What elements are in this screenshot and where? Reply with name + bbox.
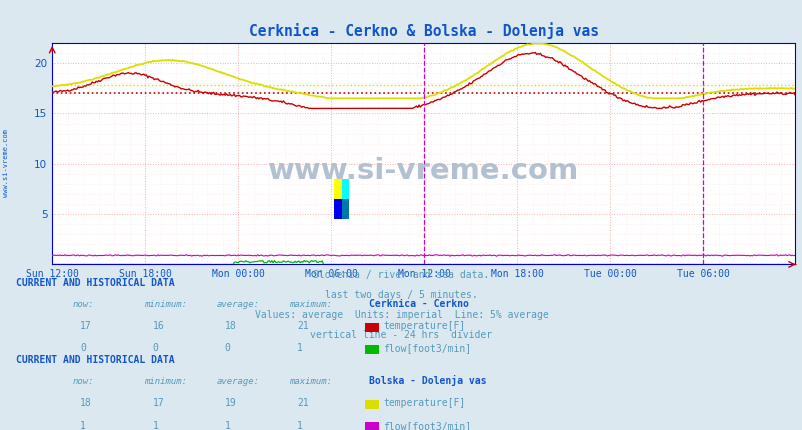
Text: 1: 1 bbox=[152, 421, 158, 430]
Text: maximum:: maximum: bbox=[289, 377, 332, 386]
Title: Cerknica - Cerkno & Bolska - Dolenja vas: Cerknica - Cerkno & Bolska - Dolenja vas bbox=[249, 22, 597, 39]
Text: 1: 1 bbox=[80, 421, 86, 430]
Text: CURRENT AND HISTORICAL DATA: CURRENT AND HISTORICAL DATA bbox=[16, 278, 175, 288]
Text: 1: 1 bbox=[297, 421, 302, 430]
Text: maximum:: maximum: bbox=[289, 300, 332, 309]
Text: minimum:: minimum: bbox=[144, 300, 188, 309]
Text: Values: average  Units: imperial  Line: 5% average: Values: average Units: imperial Line: 5%… bbox=[254, 310, 548, 320]
Text: 0: 0 bbox=[225, 343, 230, 353]
Bar bbox=[334, 179, 342, 199]
Text: now:: now: bbox=[72, 377, 94, 386]
Text: 21: 21 bbox=[297, 398, 309, 408]
Text: 18: 18 bbox=[80, 398, 92, 408]
Text: average:: average: bbox=[217, 377, 260, 386]
Text: vertical line - 24 hrs  divider: vertical line - 24 hrs divider bbox=[310, 330, 492, 340]
Text: 1: 1 bbox=[297, 343, 302, 353]
Text: temperature[F]: temperature[F] bbox=[383, 398, 464, 408]
Text: last two days / 5 minutes.: last two days / 5 minutes. bbox=[325, 290, 477, 300]
Text: 16: 16 bbox=[152, 321, 164, 331]
Text: www.si-vreme.com: www.si-vreme.com bbox=[3, 129, 10, 197]
Text: Slovenia / river and sea data.: Slovenia / river and sea data. bbox=[313, 270, 489, 280]
Text: temperature[F]: temperature[F] bbox=[383, 321, 464, 331]
Text: 18: 18 bbox=[225, 321, 237, 331]
Text: flow[foot3/min]: flow[foot3/min] bbox=[383, 343, 471, 353]
Text: 21: 21 bbox=[297, 321, 309, 331]
Bar bbox=[334, 199, 342, 219]
Text: 0: 0 bbox=[80, 343, 86, 353]
Text: www.si-vreme.com: www.si-vreme.com bbox=[268, 157, 578, 185]
Text: 1: 1 bbox=[225, 421, 230, 430]
Text: minimum:: minimum: bbox=[144, 377, 188, 386]
Text: Bolska - Dolenja vas: Bolska - Dolenja vas bbox=[369, 375, 486, 386]
Text: CURRENT AND HISTORICAL DATA: CURRENT AND HISTORICAL DATA bbox=[16, 355, 175, 366]
Text: 17: 17 bbox=[152, 398, 164, 408]
Text: 17: 17 bbox=[80, 321, 92, 331]
Bar bbox=[342, 179, 349, 199]
Text: 19: 19 bbox=[225, 398, 237, 408]
Text: average:: average: bbox=[217, 300, 260, 309]
Text: Cerknica - Cerkno: Cerknica - Cerkno bbox=[369, 298, 468, 309]
Text: now:: now: bbox=[72, 300, 94, 309]
Text: 0: 0 bbox=[152, 343, 158, 353]
Bar bbox=[342, 199, 349, 219]
Text: flow[foot3/min]: flow[foot3/min] bbox=[383, 421, 471, 430]
